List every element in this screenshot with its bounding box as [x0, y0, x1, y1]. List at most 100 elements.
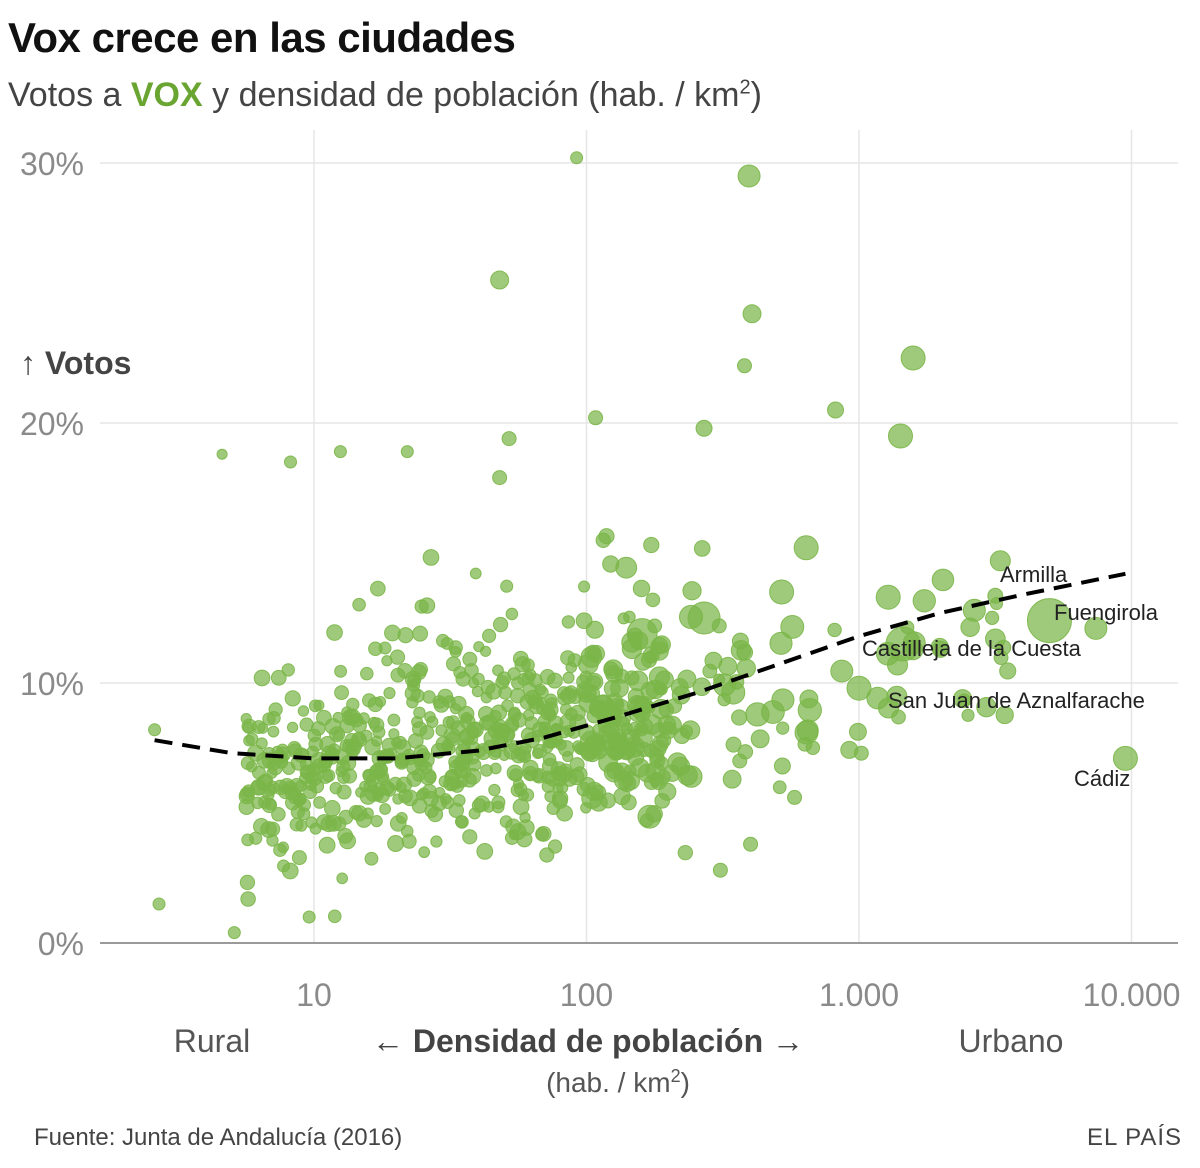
data-point — [652, 635, 671, 654]
data-point — [408, 733, 424, 749]
data-point — [989, 550, 1011, 572]
data-point — [542, 701, 559, 718]
data-point — [787, 789, 803, 805]
data-point — [773, 757, 791, 775]
data-point — [912, 589, 936, 613]
data-point — [271, 806, 286, 822]
data-point — [603, 761, 625, 783]
data-point — [492, 616, 509, 633]
data-point — [570, 151, 584, 165]
data-point — [633, 705, 651, 723]
data-point — [480, 691, 493, 704]
data-point — [769, 631, 793, 655]
data-point — [627, 670, 649, 692]
data-point — [469, 567, 482, 580]
data-point — [645, 592, 661, 608]
data-point — [677, 764, 698, 786]
data-point — [633, 652, 652, 671]
data-point — [853, 745, 869, 761]
data-point — [491, 800, 505, 814]
data-point — [488, 783, 501, 797]
data-point — [587, 644, 606, 663]
data-point — [564, 685, 578, 699]
data-point — [467, 725, 480, 738]
data-point — [336, 784, 352, 800]
data-point — [736, 358, 752, 374]
data-point — [846, 675, 872, 701]
data-point — [725, 736, 742, 753]
data-point — [306, 762, 320, 777]
data-point — [391, 737, 403, 749]
data-point — [499, 815, 513, 829]
data-point — [468, 807, 481, 820]
data-point — [995, 705, 1014, 725]
data-point — [387, 835, 405, 852]
data-point — [243, 734, 255, 747]
data-point — [442, 695, 456, 709]
data-point — [750, 729, 770, 749]
data-point — [1026, 598, 1072, 644]
data-point — [827, 622, 842, 638]
data-point — [327, 909, 342, 924]
data-point — [240, 891, 256, 907]
data-point — [542, 752, 557, 767]
data-point — [524, 668, 537, 681]
data-point — [398, 789, 413, 804]
data-point — [900, 345, 926, 371]
data-point — [693, 540, 711, 557]
data-point — [875, 584, 901, 610]
data-point — [373, 786, 391, 804]
data-point — [459, 714, 476, 730]
data-point — [290, 804, 305, 820]
data-point — [1084, 616, 1108, 640]
data-point — [293, 747, 310, 763]
data-point — [637, 763, 657, 783]
data-point — [216, 448, 228, 460]
data-point — [436, 633, 450, 648]
data-point — [657, 715, 677, 735]
publisher-logo: EL PAÍS — [1086, 1124, 1182, 1151]
data-point — [722, 769, 742, 789]
data-point — [265, 821, 281, 837]
data-point — [303, 784, 318, 800]
data-point — [400, 445, 414, 459]
data-point — [336, 759, 351, 774]
data-point — [480, 764, 493, 777]
data-point — [500, 579, 514, 593]
data-point — [460, 766, 472, 779]
data-point — [702, 663, 718, 679]
data-point — [561, 615, 576, 629]
data-point — [1112, 745, 1138, 771]
data-point — [372, 725, 386, 739]
data-point — [490, 270, 510, 290]
x-tick-label: 10 — [296, 977, 332, 1013]
data-point — [395, 752, 410, 767]
data-point — [292, 792, 307, 806]
data-point — [418, 846, 431, 859]
data-point — [805, 740, 821, 755]
data-point — [267, 760, 283, 776]
data-point — [324, 800, 341, 817]
data-point — [602, 555, 620, 573]
data-point — [227, 926, 241, 940]
data-point — [712, 862, 728, 878]
data-point — [351, 732, 366, 747]
data-point — [633, 721, 649, 737]
data-point — [731, 709, 748, 726]
data-point — [953, 689, 973, 709]
data-point — [793, 535, 819, 561]
data-point — [308, 699, 322, 713]
data-point — [379, 803, 391, 815]
data-point — [298, 772, 312, 785]
data-point — [464, 663, 479, 678]
data-point — [277, 841, 289, 854]
region-label-rural: Rural — [174, 1023, 250, 1059]
data-point — [743, 836, 759, 852]
point-annotations: Armilla Fuengirola Castilleja de la Cuesta… — [862, 562, 1159, 791]
data-point — [578, 580, 591, 593]
data-point — [615, 556, 638, 579]
data-point — [406, 696, 419, 709]
data-point — [319, 736, 336, 753]
data-point — [239, 874, 256, 891]
data-point — [505, 607, 519, 621]
